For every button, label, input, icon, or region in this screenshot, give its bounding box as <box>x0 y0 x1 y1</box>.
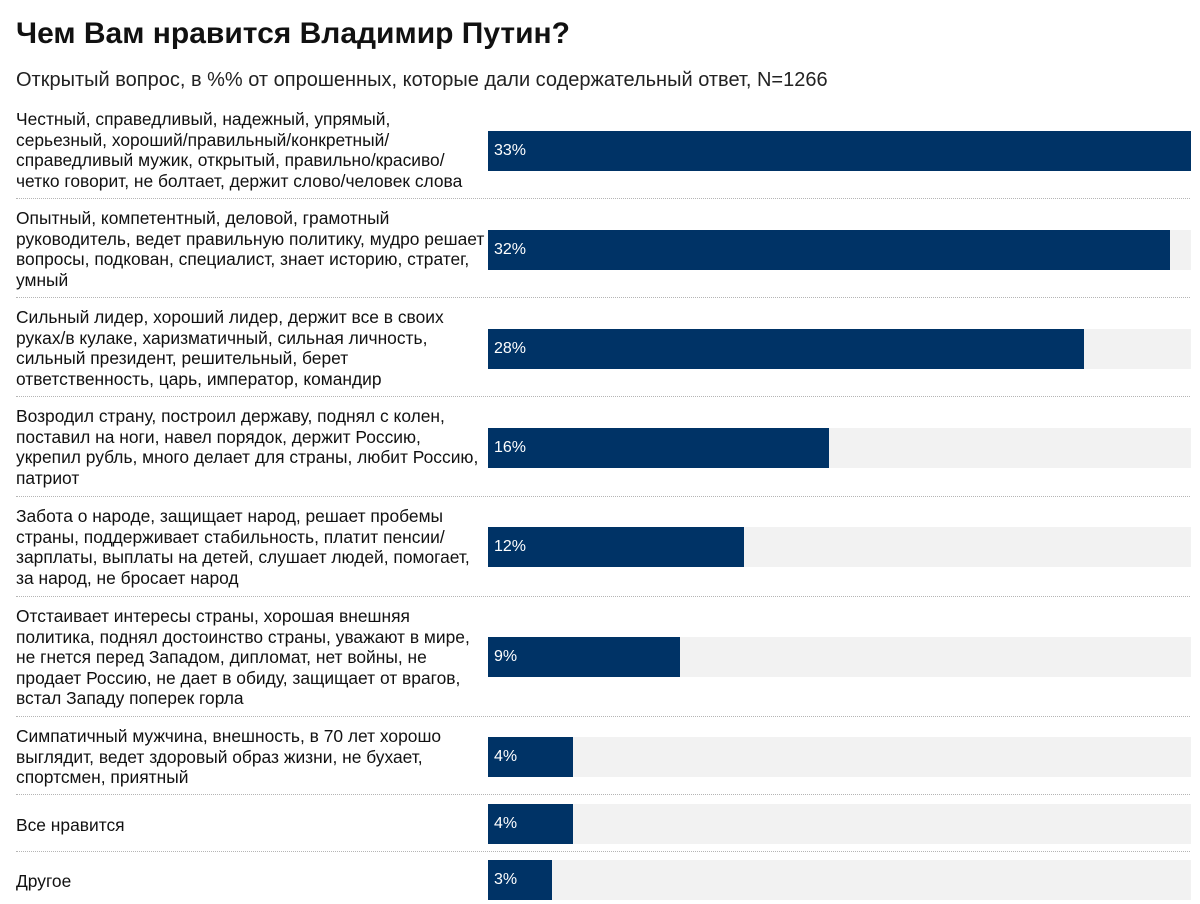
bar-value-label: 16% <box>494 439 527 456</box>
bar-value-label: 12% <box>494 538 527 555</box>
bar-value-label: 28% <box>494 340 527 357</box>
bar-track: 32% <box>488 230 1191 270</box>
bar: 4% <box>488 737 573 777</box>
bar-track: 16% <box>488 428 1191 468</box>
bar: 3% <box>488 860 552 900</box>
bar-track: 4% <box>488 737 1191 777</box>
bar-track: 33% <box>488 131 1191 171</box>
bar-value-label: 4% <box>494 815 518 832</box>
bar: 9% <box>488 637 680 677</box>
category-label: Все нравится <box>16 815 125 835</box>
bar-value-label: 3% <box>494 871 518 888</box>
category-label: Другое <box>16 871 72 891</box>
category-label: Забота о народе, защищает народ, решает … <box>16 506 470 588</box>
row-divider <box>16 396 1190 397</box>
category-label: Сильный лидер, хороший лидер, держит все… <box>16 307 444 389</box>
bar-track: 3% <box>488 860 1191 900</box>
category-label: Опытный, компетентный, деловой, грамотны… <box>16 208 485 290</box>
category-label: Отстаивает интересы страны, хорошая внеш… <box>16 606 470 708</box>
bar-value-label: 33% <box>494 142 527 159</box>
category-label: Симпатичный мужчина, внешность, в 70 лет… <box>16 726 442 787</box>
bar: 33% <box>488 131 1191 171</box>
row-divider <box>16 794 1190 795</box>
bar-value-label: 4% <box>494 748 518 765</box>
row-divider <box>16 596 1190 597</box>
bar: 32% <box>488 230 1170 270</box>
bar: 16% <box>488 428 829 468</box>
row-divider <box>16 198 1190 199</box>
bar-value-label: 9% <box>494 648 518 665</box>
row-divider <box>16 496 1190 497</box>
bar-track: 28% <box>488 329 1191 369</box>
chart-subtitle: Открытый вопрос, в %% от опрошенных, кот… <box>16 69 828 91</box>
bar-track: 4% <box>488 804 1191 844</box>
bar-track: 9% <box>488 637 1191 677</box>
bar-value-label: 32% <box>494 241 527 258</box>
category-label: Честный, справедливый, надежный, упрямый… <box>16 109 463 191</box>
chart-title: Чем Вам нравится Владимир Путин? <box>16 17 570 50</box>
row-divider <box>16 851 1190 852</box>
category-label: Возродил страну, построил державу, подня… <box>16 406 479 488</box>
bar-track: 12% <box>488 527 1191 567</box>
bar: 4% <box>488 804 573 844</box>
row-divider <box>16 297 1190 298</box>
row-divider <box>16 716 1190 717</box>
bar: 12% <box>488 527 744 567</box>
bar: 28% <box>488 329 1084 369</box>
